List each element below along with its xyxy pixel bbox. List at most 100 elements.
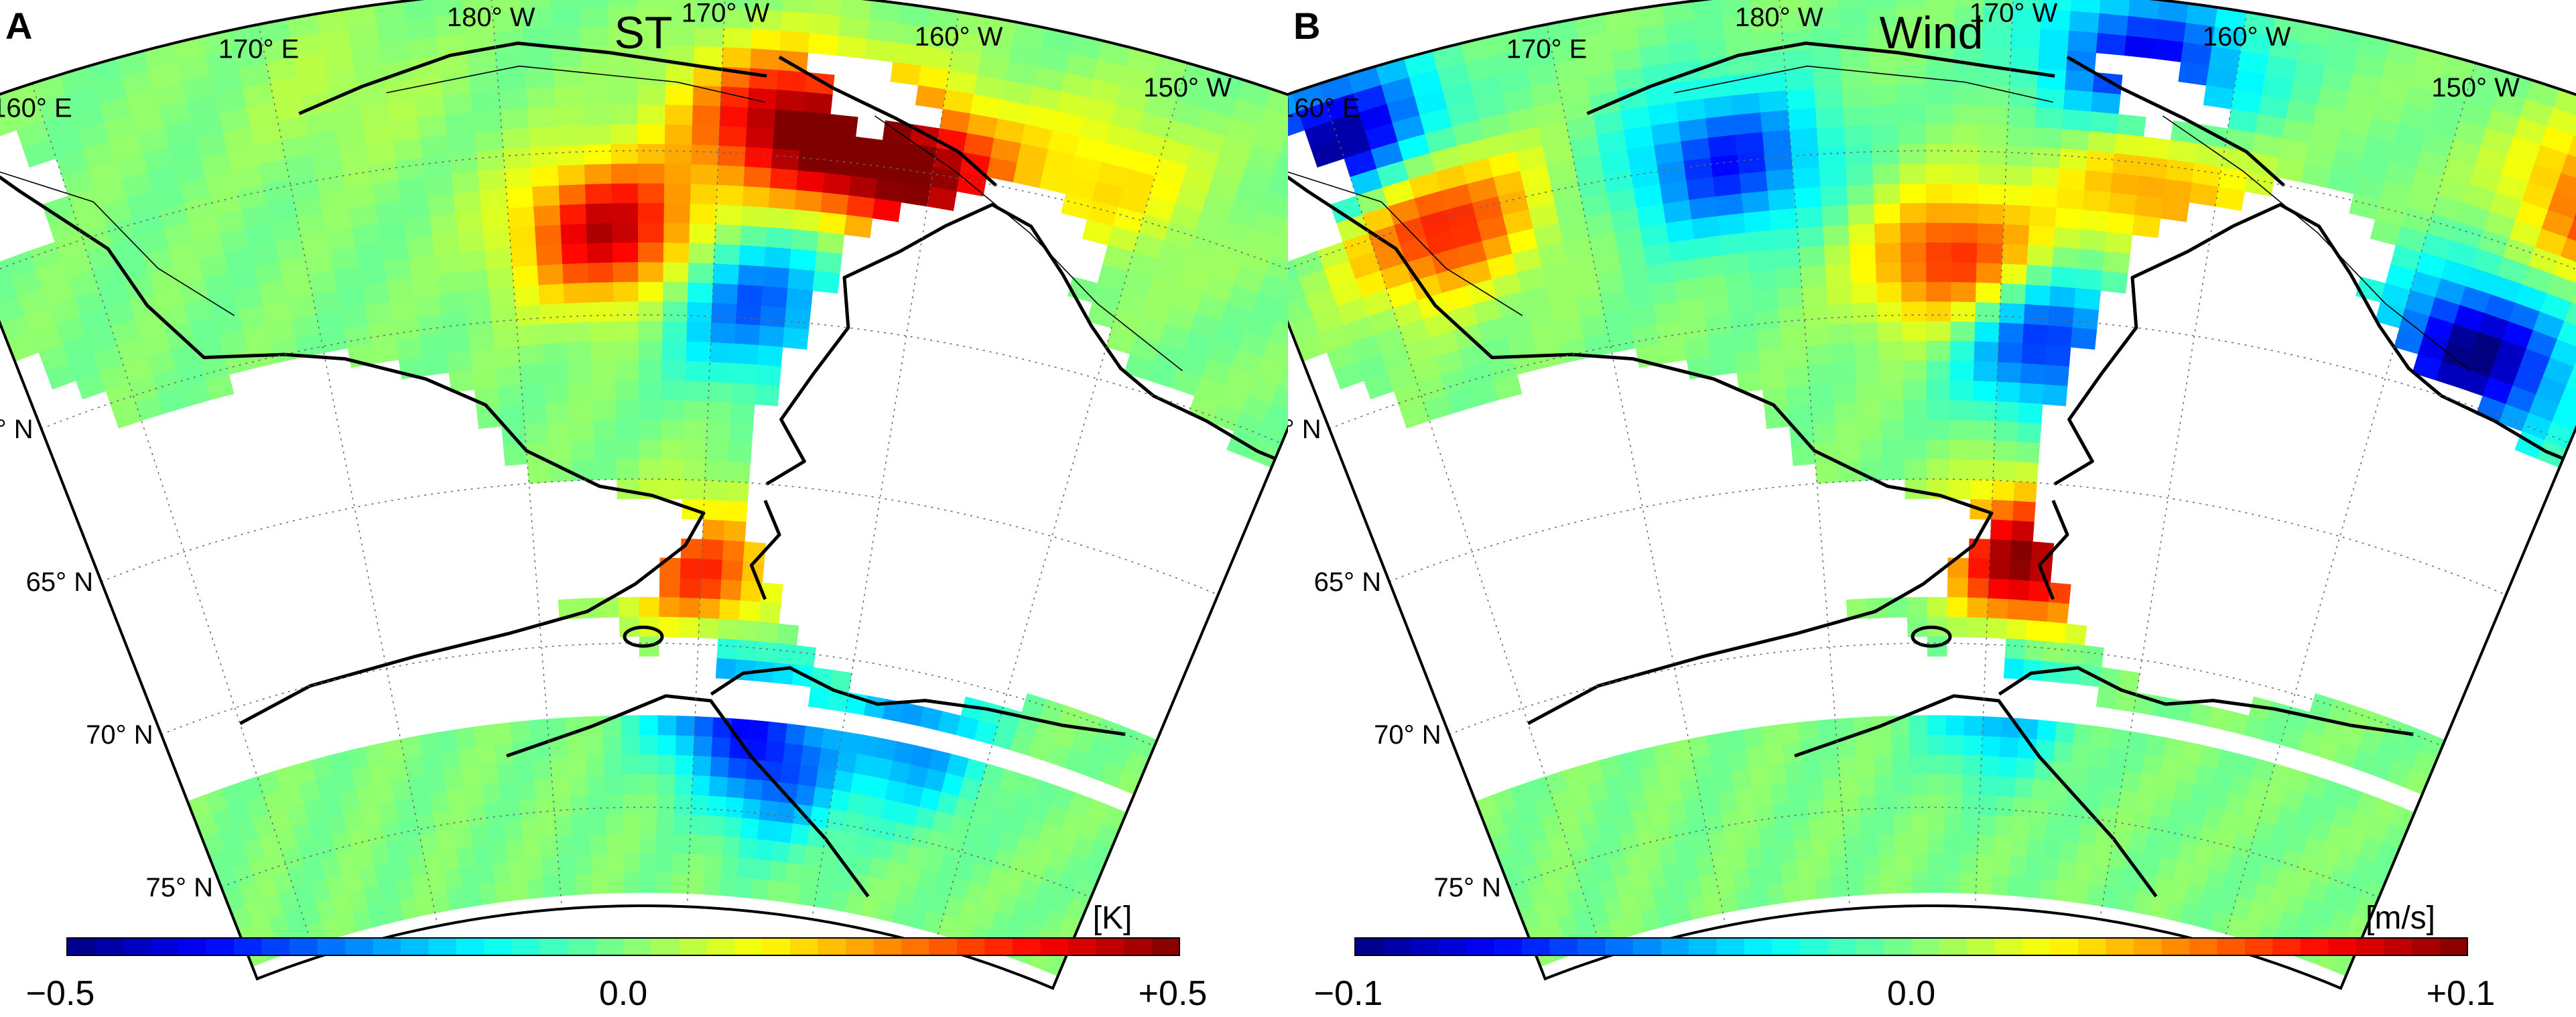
field-cell	[1750, 269, 1777, 292]
field-cell	[538, 283, 565, 306]
field-cell	[495, 880, 514, 903]
field-cell	[571, 815, 590, 836]
field-cell	[1945, 715, 1966, 736]
field-cell	[1817, 145, 1846, 168]
coastline	[298, 42, 767, 115]
field-cell	[566, 736, 586, 758]
field-cell	[680, 557, 702, 580]
colorbar: [K] −0.5 0.0 +0.5	[26, 900, 1208, 1013]
field-cell	[1820, 758, 1840, 780]
field-cell	[1808, 818, 1828, 841]
field-cell	[723, 520, 747, 542]
field-cell	[1754, 805, 1775, 827]
field-cell	[584, 735, 604, 756]
field-cell	[609, 84, 639, 106]
field-cell	[2091, 726, 2113, 748]
colorbar-segment	[679, 938, 707, 955]
field-cell	[1982, 26, 2012, 48]
field-cell	[2070, 882, 2090, 904]
field-cell	[1784, 365, 1810, 388]
colorbar-segment	[2272, 938, 2301, 955]
field-cell	[1963, 716, 1984, 737]
field-cell	[792, 209, 821, 232]
field-cell	[2128, 0, 2160, 20]
field-cell	[2012, 797, 2033, 819]
field-cell	[477, 169, 507, 192]
colorbar-segment	[1605, 938, 1634, 955]
field-cell	[1909, 715, 1928, 736]
field-cell	[523, 48, 554, 70]
field-cell	[443, 868, 464, 891]
field-cell	[1844, 835, 1863, 857]
field-cell	[392, 317, 420, 341]
field-cell	[723, 816, 743, 838]
field-cell	[637, 105, 666, 125]
field-cell	[584, 184, 613, 205]
field-cell	[2168, 139, 2198, 164]
field-cell	[1816, 718, 1838, 741]
field-cell	[637, 183, 665, 204]
field-cell	[662, 301, 688, 323]
field-cell	[1815, 462, 1840, 484]
field-cell	[1752, 289, 1779, 312]
field-cell	[1996, 362, 2022, 384]
field-cell	[436, 829, 457, 853]
field-cell	[462, 269, 489, 292]
field-cell	[663, 203, 691, 224]
field-cell	[2026, 265, 2053, 287]
field-cell	[1903, 419, 1927, 440]
colorbar-segment	[1939, 938, 1968, 955]
field-cell	[771, 841, 791, 864]
field-cell	[557, 855, 576, 877]
colorbar-segment	[1438, 938, 1467, 955]
field-cell	[1894, 853, 1913, 874]
field-cell	[2055, 207, 2083, 230]
field-cell	[1767, 188, 1796, 211]
field-cell	[508, 859, 527, 882]
field-cell	[661, 360, 687, 382]
field-cell	[1977, 834, 1996, 856]
field-cell	[586, 243, 614, 264]
lon-label: 160° W	[2203, 22, 2291, 52]
field-cell	[675, 735, 695, 756]
field-cell	[1863, 874, 1881, 895]
field-cell	[616, 439, 639, 460]
field-cell	[2566, 366, 2576, 390]
field-cell	[455, 210, 484, 233]
field-cell	[767, 207, 795, 230]
field-cell	[673, 794, 692, 815]
field-cell	[727, 757, 748, 779]
field-cell	[663, 262, 690, 283]
field-cell	[2047, 799, 2067, 822]
field-cell	[691, 144, 720, 166]
field-cell	[724, 797, 745, 819]
field-cell	[692, 755, 712, 777]
field-cell	[1968, 578, 1990, 599]
field-cell	[736, 857, 756, 879]
field-cell	[1787, 108, 1817, 131]
field-cell	[708, 795, 727, 817]
colorbar-segment	[2245, 938, 2273, 955]
field-cell	[479, 188, 508, 211]
field-cell	[2010, 836, 2029, 858]
field-cell	[1842, 86, 1871, 107]
field-cell	[459, 866, 480, 888]
field-cell	[2120, 770, 2142, 793]
field-cell	[476, 149, 505, 172]
field-cell	[610, 105, 639, 125]
field-cell	[1825, 264, 1852, 286]
colorbar-segment	[1633, 938, 1661, 955]
field-cell	[639, 833, 657, 854]
field-cell	[853, 136, 883, 160]
field-cell	[785, 287, 814, 311]
field-cell	[639, 774, 658, 795]
field-cell	[747, 107, 776, 130]
field-cell	[1893, 813, 1912, 835]
field-cell	[607, 872, 625, 894]
field-cell	[2007, 875, 2026, 897]
field-cell	[590, 360, 616, 382]
field-cell	[2043, 641, 2065, 663]
field-cell	[1813, 858, 1831, 880]
field-cell	[711, 303, 738, 325]
field-cell	[593, 439, 617, 461]
